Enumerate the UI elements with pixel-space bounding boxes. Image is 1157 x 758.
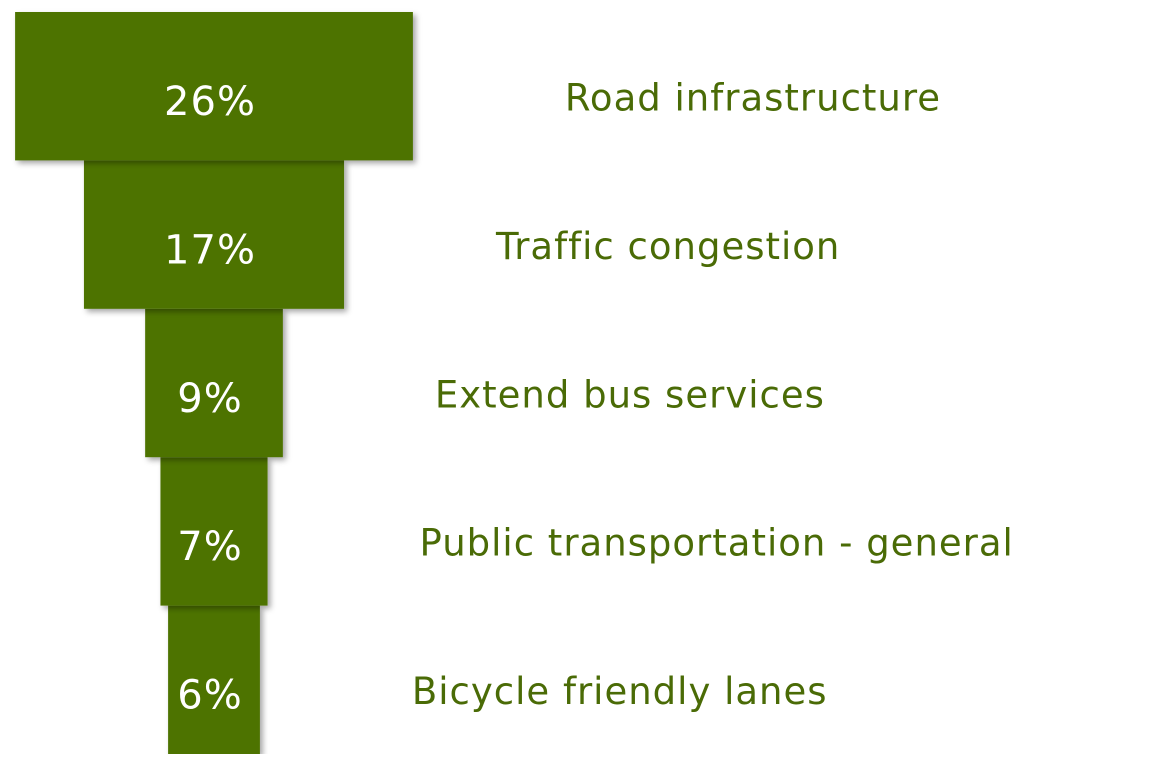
funnel-bar	[83, 160, 345, 309]
labels: 26% Road infrastructure 17% Traffic congest…	[164, 77, 1014, 719]
category-label: Public transportation - general	[420, 522, 1014, 565]
category-label: Traffic congestion	[495, 225, 840, 268]
value-label: 17%	[164, 227, 256, 273]
category-label: Road infrastructure	[565, 77, 941, 120]
category-label: Bicycle friendly lanes	[412, 670, 828, 713]
value-label: 6%	[177, 673, 242, 719]
value-label: 7%	[177, 524, 242, 570]
funnel-bar	[145, 308, 283, 458]
bars	[15, 12, 413, 754]
value-label: 9%	[177, 376, 242, 422]
category-label: Extend bus services	[435, 373, 825, 416]
value-label: 26%	[164, 79, 256, 125]
funnel-bar	[168, 605, 260, 754]
funnel-bar	[160, 457, 268, 606]
funnel-bar	[15, 12, 413, 161]
